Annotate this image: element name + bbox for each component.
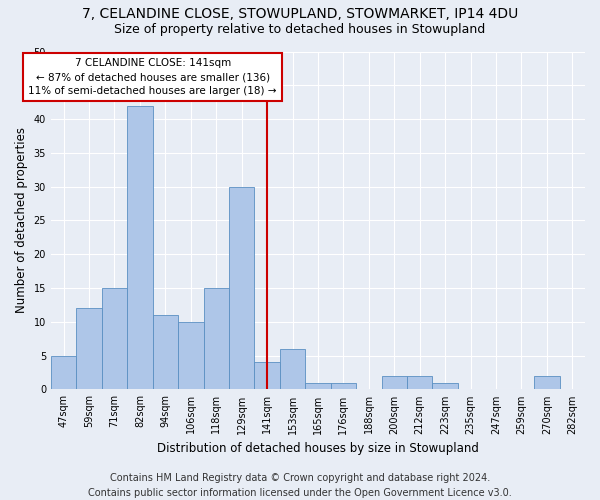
Bar <box>280 349 305 390</box>
Text: 7 CELANDINE CLOSE: 141sqm
← 87% of detached houses are smaller (136)
11% of semi: 7 CELANDINE CLOSE: 141sqm ← 87% of detac… <box>28 58 277 96</box>
Bar <box>382 376 407 390</box>
Bar <box>254 362 280 390</box>
Bar <box>331 382 356 390</box>
Bar <box>127 106 152 390</box>
Bar <box>433 382 458 390</box>
Bar <box>305 382 331 390</box>
Text: 7, CELANDINE CLOSE, STOWUPLAND, STOWMARKET, IP14 4DU: 7, CELANDINE CLOSE, STOWUPLAND, STOWMARK… <box>82 8 518 22</box>
Bar <box>534 376 560 390</box>
Y-axis label: Number of detached properties: Number of detached properties <box>15 128 28 314</box>
Bar <box>76 308 102 390</box>
X-axis label: Distribution of detached houses by size in Stowupland: Distribution of detached houses by size … <box>157 442 479 455</box>
Bar <box>229 186 254 390</box>
Text: Contains HM Land Registry data © Crown copyright and database right 2024.
Contai: Contains HM Land Registry data © Crown c… <box>88 472 512 498</box>
Text: Size of property relative to detached houses in Stowupland: Size of property relative to detached ho… <box>115 22 485 36</box>
Bar <box>102 288 127 390</box>
Bar <box>407 376 433 390</box>
Bar <box>178 322 203 390</box>
Bar <box>51 356 76 390</box>
Bar <box>203 288 229 390</box>
Bar <box>152 315 178 390</box>
